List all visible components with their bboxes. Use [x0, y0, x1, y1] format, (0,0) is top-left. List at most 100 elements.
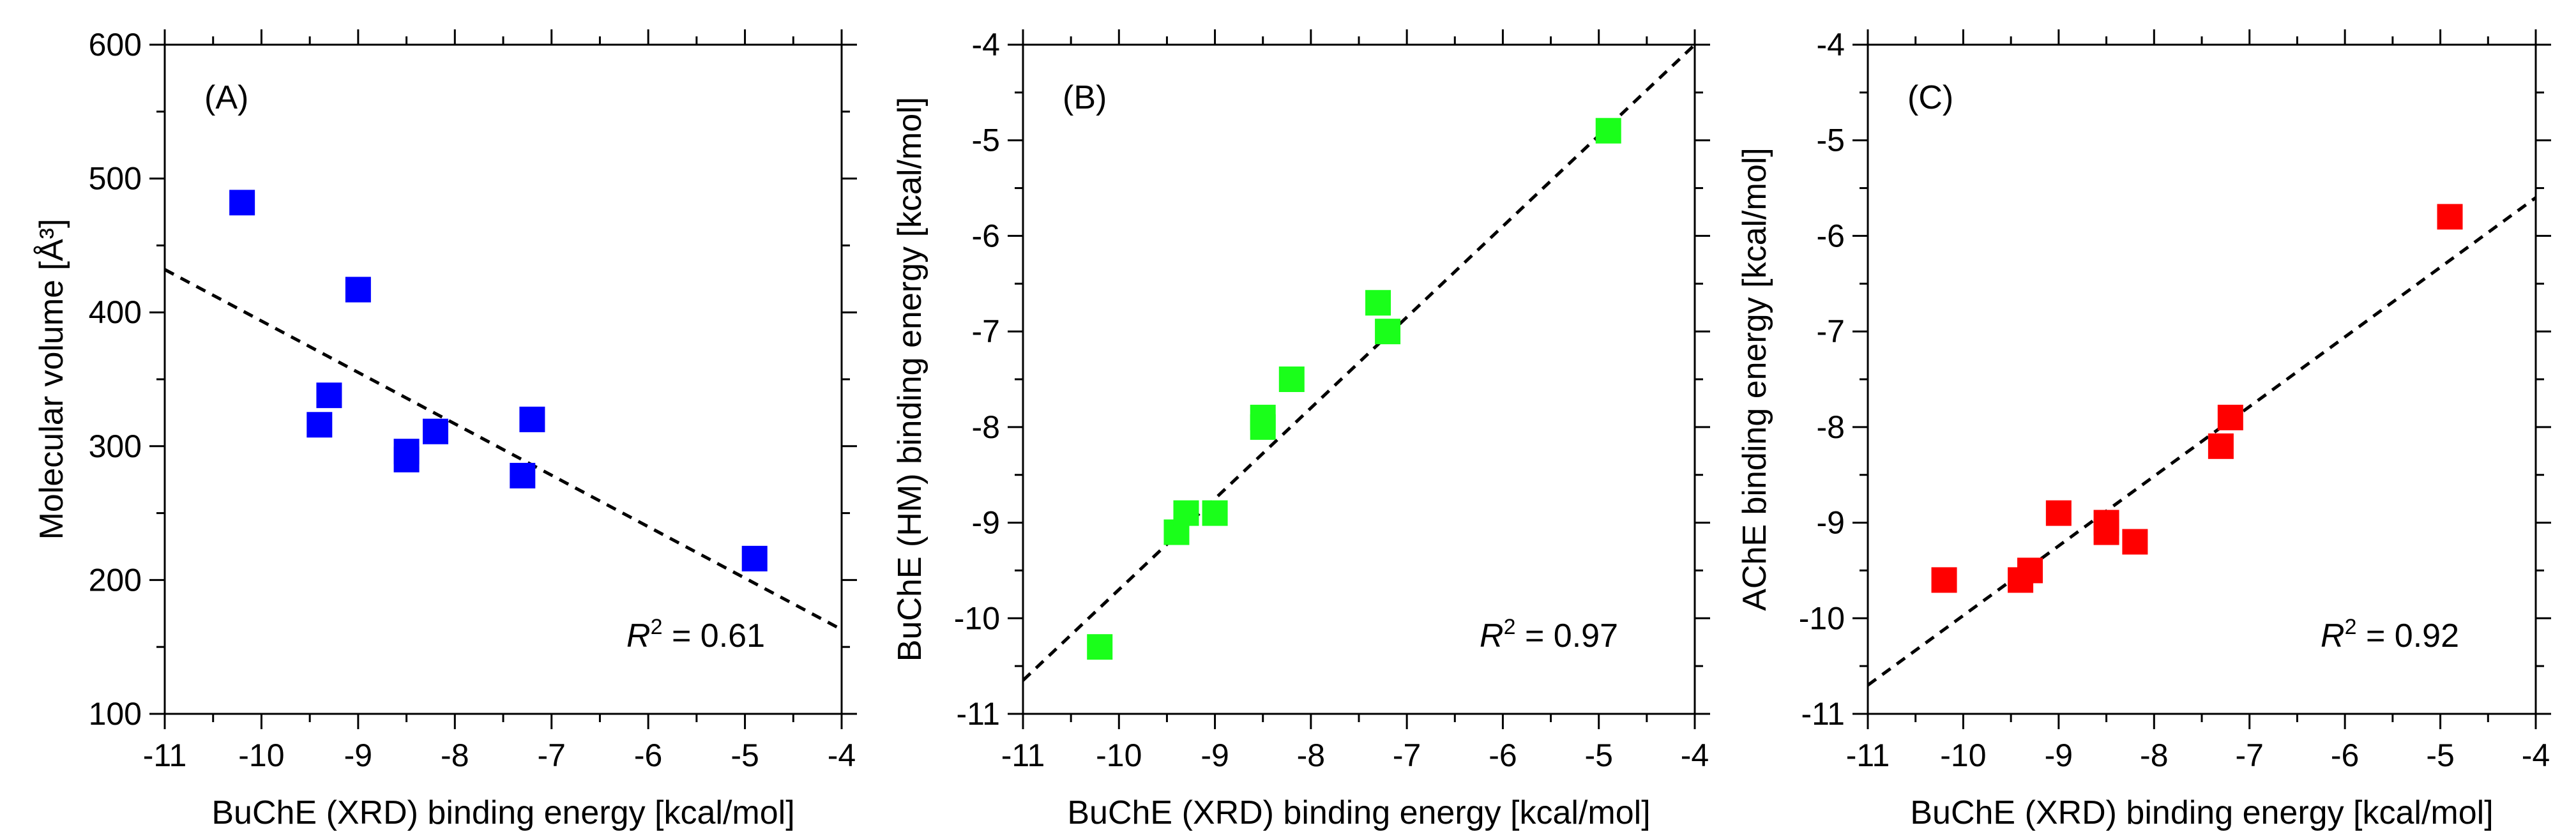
- r2-symbol: R: [2321, 617, 2345, 654]
- y-tick-label: -7: [1817, 314, 1845, 349]
- data-point: [2017, 557, 2043, 584]
- y-tick-label: -10: [954, 600, 1000, 636]
- y-axis-title: AChE binding energy [kcal/mol]: [1736, 147, 1773, 611]
- y-tick-label: -8: [972, 409, 1000, 445]
- y-tick-label: -5: [972, 123, 1000, 158]
- data-point: [1202, 500, 1228, 526]
- x-tick-label: -4: [1681, 737, 1709, 773]
- y-tick-label: -11: [956, 696, 1000, 732]
- r2-annotation: R2 = 0.97: [1480, 615, 1618, 654]
- data-point: [2437, 204, 2463, 230]
- x-tick-label: -5: [1584, 737, 1612, 773]
- x-tick-label: -11: [1001, 737, 1045, 773]
- r2-superscript: 2: [2345, 615, 2357, 639]
- x-tick-label: -9: [344, 737, 372, 773]
- data-point: [1087, 634, 1113, 660]
- data-point: [1365, 290, 1391, 316]
- data-point: [316, 382, 342, 409]
- data-point: [1595, 117, 1621, 144]
- x-tick-label: -7: [537, 737, 565, 773]
- data-point: [1375, 319, 1401, 345]
- data-point: [1250, 404, 1276, 430]
- panel-label: (B): [1063, 79, 1107, 116]
- panel-b: -11 -10 -9 -8 -7 -6 -5 -4 -11 -10 -9 -8 -7 -6 -5 -4 BuCh…: [891, 27, 1710, 831]
- axis-ticks: [149, 29, 857, 729]
- data-point: [423, 418, 448, 444]
- x-tick-label: -8: [1297, 737, 1325, 773]
- x-tick-label: -9: [2045, 737, 2073, 773]
- y-tick-label: -8: [1817, 409, 1845, 445]
- y-tick-label: 100: [89, 696, 142, 732]
- plot-frame: [163, 43, 843, 715]
- plot-frame: [1022, 43, 1696, 715]
- y-tick-label: -10: [1799, 600, 1845, 636]
- data-point: [345, 276, 371, 303]
- x-tick-label: -11: [1846, 737, 1890, 773]
- y-tick-label: -6: [972, 218, 1000, 253]
- data-point: [741, 545, 768, 571]
- panel-a: -11 -10 -9 -8 -7 -6 -5 -4 100 200 300 400 500 600 BuCh…: [33, 27, 857, 831]
- data-point: [519, 406, 545, 432]
- data-point: [510, 462, 536, 488]
- x-tick-label: -5: [731, 737, 759, 773]
- panel-label: (A): [204, 79, 248, 116]
- x-tick-label: -4: [2522, 737, 2550, 773]
- x-axis-title: BuChE (XRD) binding energy [kcal/mol]: [1910, 794, 2493, 831]
- y-tick-label: 300: [89, 428, 142, 464]
- r2-value: = 0.92: [2357, 617, 2459, 654]
- y-tick-label: -9: [1817, 505, 1845, 541]
- data-point: [1278, 367, 1305, 392]
- y-tick-label: 400: [89, 294, 142, 330]
- y-tick-label: 200: [89, 562, 142, 598]
- data-point: [229, 190, 255, 216]
- data-point: [1173, 500, 1199, 526]
- fit-line: [165, 268, 842, 631]
- y-axis-title: BuChE (HM) binding energy [kcal/mol]: [891, 97, 928, 661]
- y-tick-label: -4: [1817, 27, 1845, 63]
- data-point: [2093, 519, 2119, 545]
- x-tick-label: -9: [1201, 737, 1229, 773]
- x-tick-label: -7: [2235, 737, 2263, 773]
- x-tick-label: -10: [1940, 737, 1986, 773]
- y-tick-label: -7: [972, 314, 1000, 349]
- x-tick-label: -6: [1489, 737, 1517, 773]
- x-axis-title: BuChE (XRD) binding energy [kcal/mol]: [211, 794, 794, 831]
- r2-annotation: R2 = 0.92: [2321, 615, 2459, 654]
- y-tick-label: -11: [1801, 696, 1845, 732]
- data-point: [2122, 529, 2148, 555]
- y-tick-label: -6: [1817, 218, 1845, 253]
- panel-c: -11 -10 -9 -8 -7 -6 -5 -4 -11 -10 -9 -8 -7 -6 -5 -4 BuCh…: [1736, 27, 2551, 831]
- x-tick-label: -7: [1393, 737, 1421, 773]
- r2-symbol: R: [1480, 617, 1504, 654]
- x-tick-label: -8: [441, 737, 469, 773]
- r2-value: = 0.61: [663, 617, 765, 654]
- r2-symbol: R: [626, 617, 651, 654]
- plot-frame: [1867, 43, 2537, 715]
- y-tick-label: -5: [1817, 123, 1845, 158]
- r2-annotation: R2 = 0.61: [626, 615, 765, 654]
- x-tick-label: -11: [143, 737, 187, 773]
- data-point: [393, 439, 420, 465]
- y-tick-label: -4: [972, 27, 1000, 63]
- x-tick-label: -6: [634, 737, 662, 773]
- y-axis-title: Molecular volume [Å³]: [33, 219, 70, 540]
- x-tick-label: -10: [1096, 737, 1142, 773]
- data-point: [1931, 567, 1957, 593]
- fit-line: [1023, 45, 1695, 682]
- y-tick-label: 500: [89, 161, 142, 197]
- data-point: [2045, 500, 2072, 526]
- fit-line: [1868, 196, 2536, 687]
- axis-ticks: [1852, 29, 2551, 729]
- data-point: [2217, 404, 2243, 430]
- y-tick-label: 600: [89, 27, 142, 63]
- panel-label: (C): [1907, 79, 1953, 116]
- r2-value: = 0.97: [1516, 617, 1618, 654]
- y-tick-label: -9: [972, 505, 1000, 541]
- x-tick-label: -5: [2426, 737, 2454, 773]
- x-axis-title: BuChE (XRD) binding energy [kcal/mol]: [1067, 794, 1650, 831]
- r2-superscript: 2: [1504, 615, 1516, 639]
- x-tick-label: -10: [238, 737, 284, 773]
- data-point: [307, 412, 333, 438]
- axis-ticks: [1008, 29, 1710, 729]
